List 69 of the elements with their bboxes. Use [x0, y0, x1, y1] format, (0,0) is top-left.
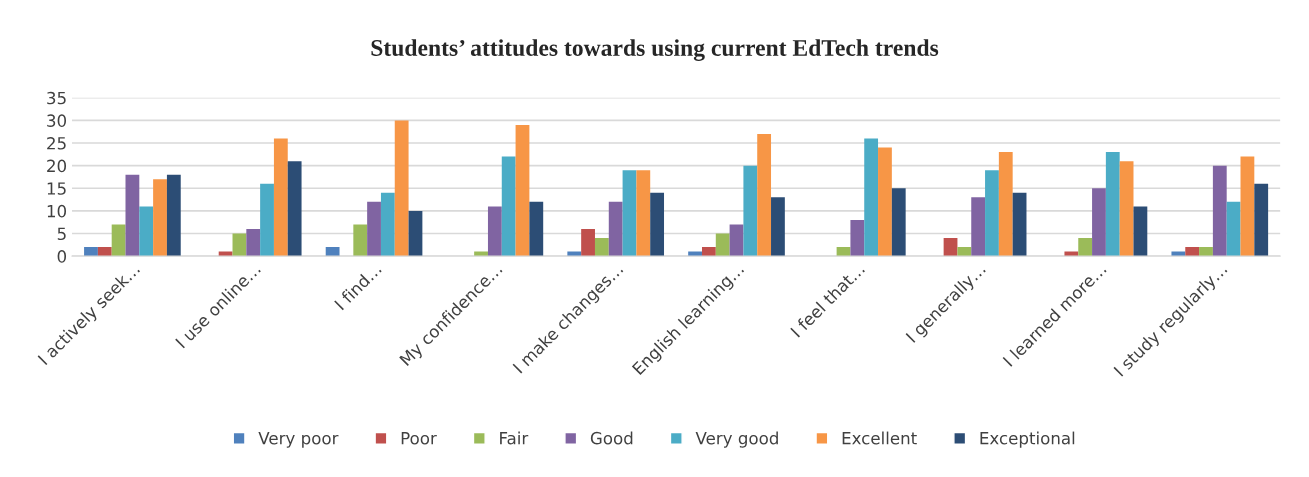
bar	[729, 224, 744, 257]
bar	[985, 170, 999, 257]
bar	[650, 192, 665, 257]
bar	[529, 201, 544, 257]
bar	[771, 197, 785, 257]
bar	[581, 229, 595, 257]
bar	[380, 192, 395, 257]
bar	[501, 156, 516, 257]
y-tick-label: 15	[47, 182, 66, 195]
bar	[139, 206, 154, 257]
bar	[1078, 238, 1093, 257]
bar	[957, 247, 972, 257]
y-tick-label: 35	[47, 91, 66, 105]
bar	[850, 219, 865, 257]
legend-label: Very good	[695, 431, 778, 448]
y-tick-label: 25	[47, 136, 66, 150]
bar	[111, 224, 126, 257]
bar	[878, 147, 892, 257]
bar	[636, 170, 651, 257]
bar	[608, 201, 623, 257]
bar	[757, 133, 772, 257]
bar	[246, 229, 261, 257]
bar	[394, 120, 409, 257]
bar	[743, 165, 758, 257]
bar	[353, 224, 368, 257]
y-tick-label: 0	[57, 250, 67, 263]
bar	[325, 247, 340, 257]
y-tick-label: 30	[47, 114, 67, 127]
bar	[1185, 247, 1200, 257]
bar	[260, 183, 274, 257]
bar	[701, 247, 716, 257]
bar	[1212, 165, 1227, 257]
bar	[1119, 161, 1134, 257]
y-tick-label: 10	[47, 204, 67, 218]
bar	[971, 197, 986, 257]
legend-label: Good	[590, 431, 633, 445]
bar	[84, 247, 98, 257]
bar	[1226, 201, 1241, 257]
bar	[515, 124, 530, 257]
bar	[97, 247, 112, 257]
bar	[622, 170, 637, 257]
legend-label: Excellent	[842, 431, 917, 445]
bar	[1254, 183, 1269, 257]
legend-label: Fair	[500, 431, 529, 445]
bar	[864, 138, 879, 257]
bar	[153, 179, 167, 257]
legend-label: Very poor	[258, 432, 339, 448]
y-tick-label: 5	[57, 227, 66, 241]
bar	[594, 238, 609, 257]
legend-label: Poor	[401, 432, 437, 445]
bar	[891, 188, 906, 257]
bar	[273, 138, 288, 257]
bar	[487, 206, 502, 257]
bar	[998, 152, 1013, 257]
bar	[1012, 192, 1027, 257]
legend-label: Exceptional	[980, 431, 1075, 448]
bar	[715, 233, 730, 257]
bar	[408, 210, 423, 257]
bar	[1133, 206, 1148, 257]
bar	[1092, 188, 1106, 257]
bar	[1240, 156, 1255, 257]
chart-title: Students’ attitudes towards using current EdTech trends	[371, 39, 939, 61]
y-tick-label: 20	[47, 159, 67, 173]
bar	[287, 161, 302, 257]
bar	[1199, 247, 1213, 257]
bar	[1105, 152, 1120, 257]
bar	[125, 174, 140, 257]
bar	[367, 201, 381, 257]
bar	[166, 174, 181, 257]
